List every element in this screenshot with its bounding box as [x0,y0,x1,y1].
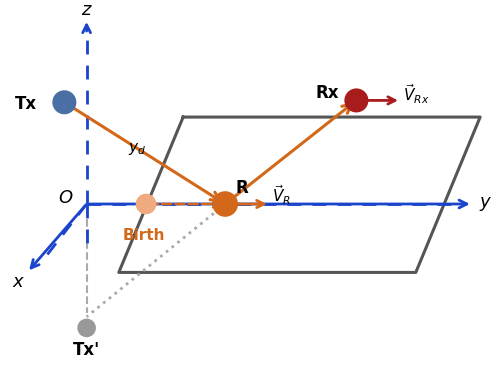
Text: R: R [235,179,248,197]
Point [353,97,361,103]
Text: $z$: $z$ [81,1,93,19]
Text: $x$: $x$ [12,273,25,291]
Text: Rx: Rx [315,84,339,102]
Point [61,99,68,105]
Text: Tx': Tx' [73,341,100,359]
Text: $O$: $O$ [58,190,73,208]
Point [221,201,229,207]
Text: Tx: Tx [15,95,37,113]
Point [142,201,150,207]
Text: $y_d$: $y_d$ [128,141,146,156]
Text: $\vec{V}_{Rx}$: $\vec{V}_{Rx}$ [403,82,430,106]
Text: $\vec{V}_R$: $\vec{V}_R$ [272,183,291,206]
Point [83,325,91,331]
Text: Birth: Birth [123,228,165,243]
Text: $y$: $y$ [479,195,493,213]
